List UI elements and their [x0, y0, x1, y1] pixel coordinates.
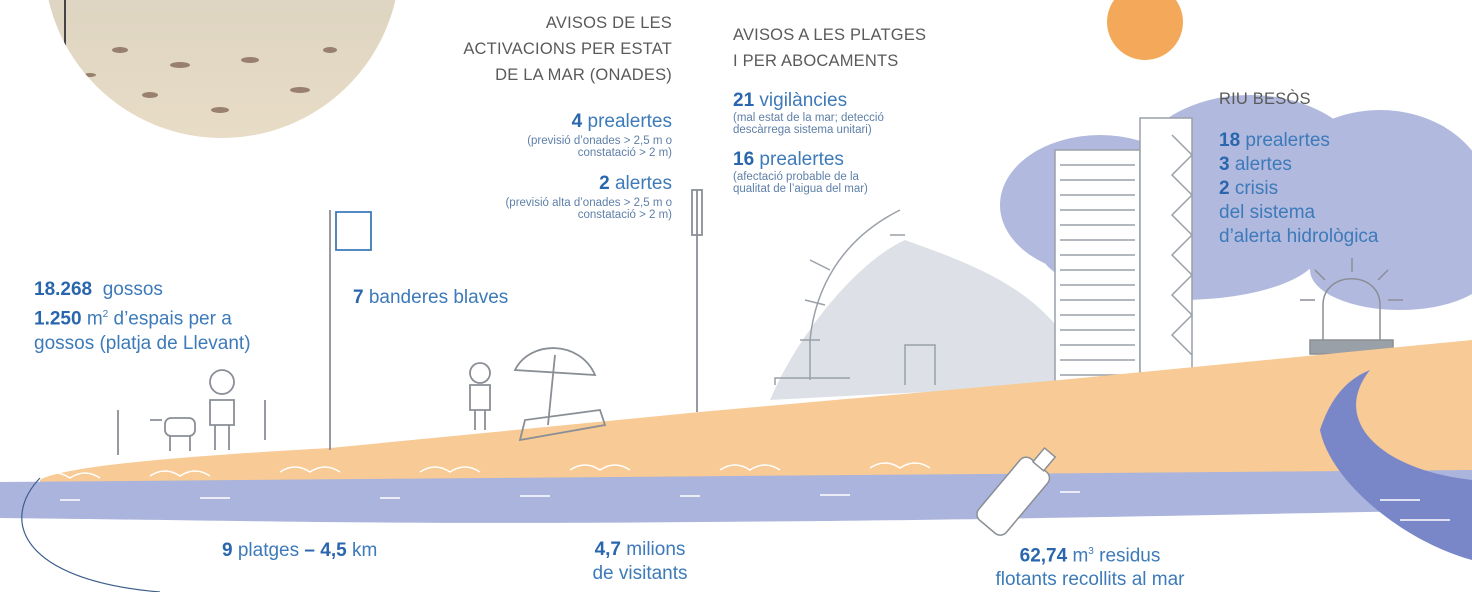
sun [1107, 0, 1183, 60]
stat-label: alertes [1235, 154, 1292, 175]
stat-number: 2 [1219, 178, 1230, 199]
stat-label: prealertes [588, 111, 673, 132]
title-line: I PER ABOCAMENTS [733, 48, 926, 74]
beach-photo [30, 0, 430, 140]
stat-label: banderes blaves [369, 287, 508, 308]
stat: 21 vigilàncies [733, 90, 847, 112]
stat: 2 alertes [599, 173, 672, 195]
unit: m [1072, 545, 1088, 566]
stat: 18.268 gossos [34, 277, 251, 302]
stat: 1.250 m2 d’espais per a [34, 302, 251, 331]
stat-number: 62,74 [1020, 545, 1068, 566]
stat: 7 banderes blaves [353, 287, 508, 309]
stat-number: 16 [733, 149, 754, 170]
note-line: del sistema [1219, 201, 1379, 225]
stat-label: milions [626, 539, 685, 560]
unit: m [87, 308, 103, 329]
stat-label: vigilàncies [759, 90, 847, 111]
unit: km [352, 540, 377, 561]
stat: 2 crisis [1219, 177, 1379, 201]
stat-number: 9 [222, 540, 233, 561]
note-line: flotants recollits al mar [970, 568, 1210, 592]
stat-label: prealertes [1245, 130, 1330, 151]
note-line: (mal estat de la mar; detecció [733, 112, 884, 124]
stat-number: 21 [733, 90, 754, 111]
title-line: AVISOS A LES PLATGES [733, 22, 926, 48]
note-line: d’alerta hidrològica [1219, 225, 1379, 249]
title-line: AVISOS DE LES [463, 10, 672, 36]
stat-label: d’espais per a [114, 308, 232, 329]
river-stats: 18 prealertes 3 alertes 2 crisis del sis… [1219, 129, 1379, 249]
title-line: DE LA MAR (ONADES) [463, 62, 672, 88]
sand [40, 340, 1472, 485]
stat-number: 7 [353, 287, 364, 308]
dogs-stat: 18.268 gossos 1.250 m2 d’espais per a go… [34, 277, 251, 356]
stat-number: 1.250 [34, 308, 82, 329]
note-line: constatació > 2 m) [505, 209, 672, 221]
note-line: descàrrega sistema unitari) [733, 124, 884, 136]
note-line: (previsió alta d’onades > 2,5 m o [505, 197, 672, 209]
stat-number: 18 [1219, 130, 1240, 151]
title-line: ACTIVACIONS PER ESTAT [463, 36, 672, 62]
stat: 18 prealertes [1219, 129, 1379, 153]
unit-exponent: 2 [103, 309, 109, 320]
note-line: (previsió d’onades > 2,5 m o [527, 135, 672, 147]
note-line: de visitants [560, 562, 720, 586]
stat-label: crisis [1235, 178, 1278, 199]
stat: 9 platges – 4,5 km [222, 540, 377, 562]
note-line: gossos (platja de Llevant) [34, 331, 251, 356]
stat-number: 4,7 [595, 539, 621, 560]
stat-label: alertes [615, 173, 672, 194]
stat: 4 prealertes [572, 111, 672, 133]
note-line: (afectació probable de la [733, 171, 868, 183]
note-line: qualitat de l’aigua del mar) [733, 183, 868, 195]
stat-label: gossos [103, 279, 163, 300]
section-title: RIU BESÒS [1219, 86, 1311, 112]
note-line: constatació > 2 m) [527, 147, 672, 159]
stat-number: 3 [1219, 154, 1230, 175]
stat-label: platges [238, 540, 299, 561]
stat: 16 prealertes [733, 149, 844, 171]
stat: 3 alertes [1219, 153, 1379, 177]
page: AVISOS DE LESACTIVACIONS PER ESTATDE LA … [0, 0, 1472, 592]
stat-number: 18.268 [34, 279, 92, 300]
stat-label: prealertes [759, 149, 844, 170]
stat-label: residus [1099, 545, 1160, 566]
unit-exponent: 3 [1088, 546, 1094, 557]
stat-number: 4 [572, 111, 583, 132]
stat-number: – 4,5 [304, 540, 346, 561]
stat-number: 2 [599, 173, 610, 194]
